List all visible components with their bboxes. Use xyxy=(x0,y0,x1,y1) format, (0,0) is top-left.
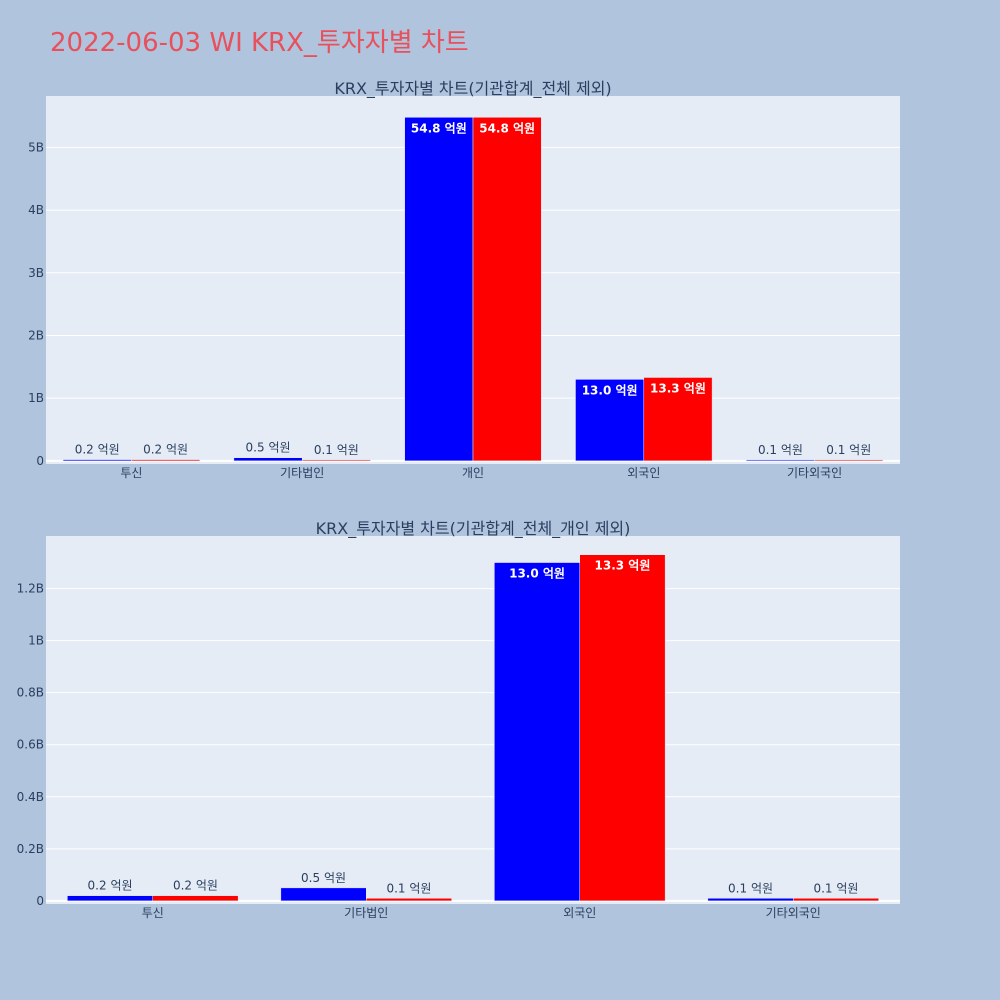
y-tick-label: 1.2B xyxy=(17,582,44,596)
bar xyxy=(62,459,132,462)
data-label: 0.1 억원 xyxy=(386,881,431,895)
data-label: 0.5 억원 xyxy=(301,871,346,885)
bar xyxy=(404,117,474,462)
bar xyxy=(575,379,645,462)
x-tick-label: 투신 xyxy=(142,906,164,920)
y-tick-label: 3B xyxy=(28,266,44,280)
bar xyxy=(301,459,371,462)
x-tick-label: 기타법인 xyxy=(280,466,324,480)
bar xyxy=(579,554,666,902)
data-label: 0.1 억원 xyxy=(728,881,773,895)
bar xyxy=(707,898,794,902)
y-tick-label: 0.4B xyxy=(17,790,44,804)
x-tick-label: 기타법인 xyxy=(344,906,388,920)
bar xyxy=(494,562,581,902)
bar xyxy=(793,898,879,902)
y-tick-label: 0 xyxy=(36,454,44,468)
data-label: 0.1 억원 xyxy=(813,881,858,895)
x-tick-label: 투신 xyxy=(120,466,142,480)
x-tick-label: 개인 xyxy=(462,466,484,480)
data-label: 13.3 억원 xyxy=(595,559,651,573)
y-tick-label: 0.8B xyxy=(17,686,44,700)
bar xyxy=(280,887,367,902)
y-tick-label: 1B xyxy=(28,634,44,648)
chart-title: KRX_투자자별 차트(기관합계_전체_개인 제외) xyxy=(316,519,631,539)
chart-1: KRX_투자자별 차트(기관합계_전체 제외) 0 1B 2B 3B 4B 5B 투신0.2 … xyxy=(28,79,900,480)
y-tick-label: 2B xyxy=(28,328,44,342)
data-label: 54.8 억원 xyxy=(479,121,535,135)
x-tick-label: 기타외국인 xyxy=(766,906,821,920)
bar xyxy=(643,377,713,462)
bar xyxy=(233,457,303,462)
chart-title: KRX_투자자별 차트(기관합계_전체 제외) xyxy=(334,79,611,99)
x-tick-label: 외국인 xyxy=(627,466,660,480)
bar xyxy=(746,459,815,462)
data-label: 13.3 억원 xyxy=(650,381,706,395)
bar xyxy=(472,117,542,462)
bar xyxy=(131,459,200,462)
data-label: 13.0 억원 xyxy=(582,383,638,397)
chart-2: KRX_투자자별 차트(기관합계_전체_개인 제외) 0 0.2B 0.4B 0.6B 0… xyxy=(17,519,900,920)
data-label: 0.2 억원 xyxy=(173,879,218,893)
y-tick-label: 0 xyxy=(36,894,44,908)
x-tick-label: 기타외국인 xyxy=(787,466,842,480)
bar xyxy=(366,898,452,902)
x-tick-label: 외국인 xyxy=(563,906,596,920)
y-tick-label: 0.6B xyxy=(17,738,44,752)
data-label: 0.2 억원 xyxy=(88,879,133,893)
data-label: 0.2 억원 xyxy=(143,443,188,457)
data-label: 0.2 억원 xyxy=(75,443,120,457)
y-tick-label: 1B xyxy=(28,391,44,405)
page-title: 2022-06-03 WI KRX_투자자별 차트 xyxy=(50,28,469,58)
data-label: 0.5 억원 xyxy=(246,441,291,455)
data-label: 13.0 억원 xyxy=(509,567,565,581)
y-tick-label: 0.2B xyxy=(17,842,44,856)
data-label: 54.8 억원 xyxy=(411,121,467,135)
plot-area xyxy=(46,536,900,904)
bar xyxy=(67,895,153,902)
y-tick-label: 5B xyxy=(28,140,44,154)
y-tick-label: 4B xyxy=(28,203,44,217)
bar xyxy=(152,895,239,902)
bar xyxy=(814,459,884,462)
data-label: 0.1 억원 xyxy=(826,443,871,457)
data-label: 0.1 억원 xyxy=(758,443,803,457)
data-label: 0.1 억원 xyxy=(314,443,359,457)
